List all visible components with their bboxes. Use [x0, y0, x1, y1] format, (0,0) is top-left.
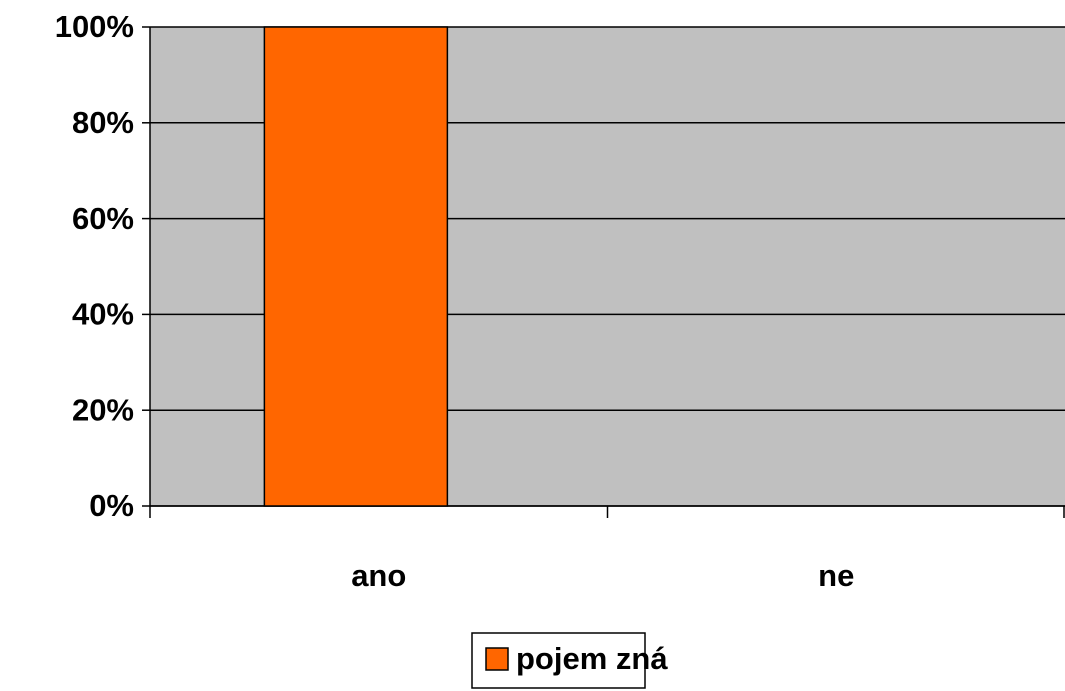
y-tick-label: 0% — [89, 488, 134, 523]
legend-label: pojem zná — [516, 641, 668, 676]
y-tick-label: 60% — [72, 201, 134, 236]
y-tick-label: 40% — [72, 297, 134, 332]
legend-swatch — [485, 647, 509, 671]
bar — [263, 26, 449, 507]
y-tick-label: 100% — [55, 9, 134, 44]
x-tick-label: ne — [818, 558, 854, 593]
y-tick-label: 80% — [72, 105, 134, 140]
y-tick-label: 20% — [72, 392, 134, 427]
x-tick-label: ano — [351, 558, 406, 593]
